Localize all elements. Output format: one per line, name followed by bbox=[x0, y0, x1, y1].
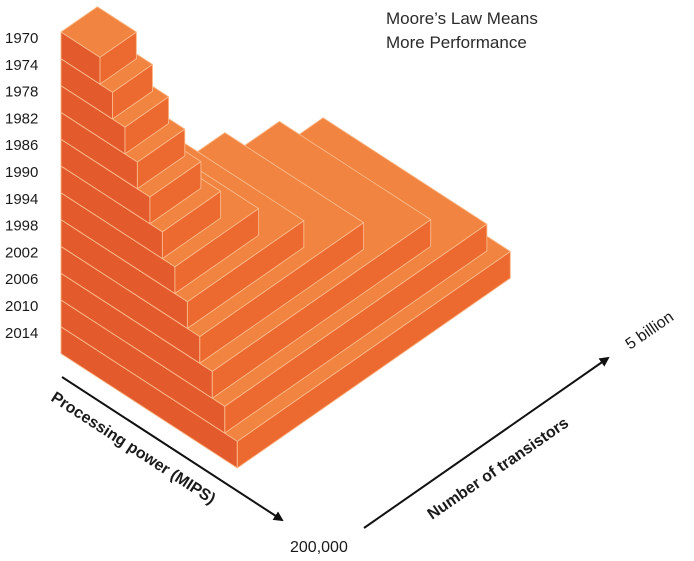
left-axis-end-label: 200,000 bbox=[290, 539, 348, 556]
year-tick-labels: 1970 1974 1978 1982 1986 1990 1994 1998 2002 2006… bbox=[5, 30, 38, 342]
year-label-1986: 1986 bbox=[5, 137, 38, 154]
year-label-1994: 1994 bbox=[5, 191, 38, 208]
right-axis-arrow bbox=[363, 356, 610, 529]
year-label-1978: 1978 bbox=[5, 84, 38, 101]
year-label-2006: 2006 bbox=[5, 271, 38, 288]
year-label-1998: 1998 bbox=[5, 218, 38, 235]
left-axis-arrow bbox=[61, 376, 284, 522]
pyramid-steps bbox=[60, 6, 511, 469]
year-label-2014: 2014 bbox=[5, 325, 38, 342]
right-axis-label: Number of transistors bbox=[425, 415, 572, 524]
year-label-1974: 1974 bbox=[5, 57, 38, 74]
year-label-2002: 2002 bbox=[5, 244, 38, 261]
year-label-2010: 2010 bbox=[5, 298, 38, 315]
year-label-1970: 1970 bbox=[5, 30, 38, 47]
year-label-1990: 1990 bbox=[5, 164, 38, 181]
step-top-face bbox=[60, 6, 137, 58]
step-layer-1970 bbox=[60, 6, 137, 85]
chart-title-line-1: Moore’s Law Means bbox=[386, 9, 538, 28]
year-label-1982: 1982 bbox=[5, 110, 38, 127]
right-axis-end-label: 5 billion bbox=[623, 309, 677, 354]
chart-title-line-2: More Performance bbox=[386, 33, 527, 52]
